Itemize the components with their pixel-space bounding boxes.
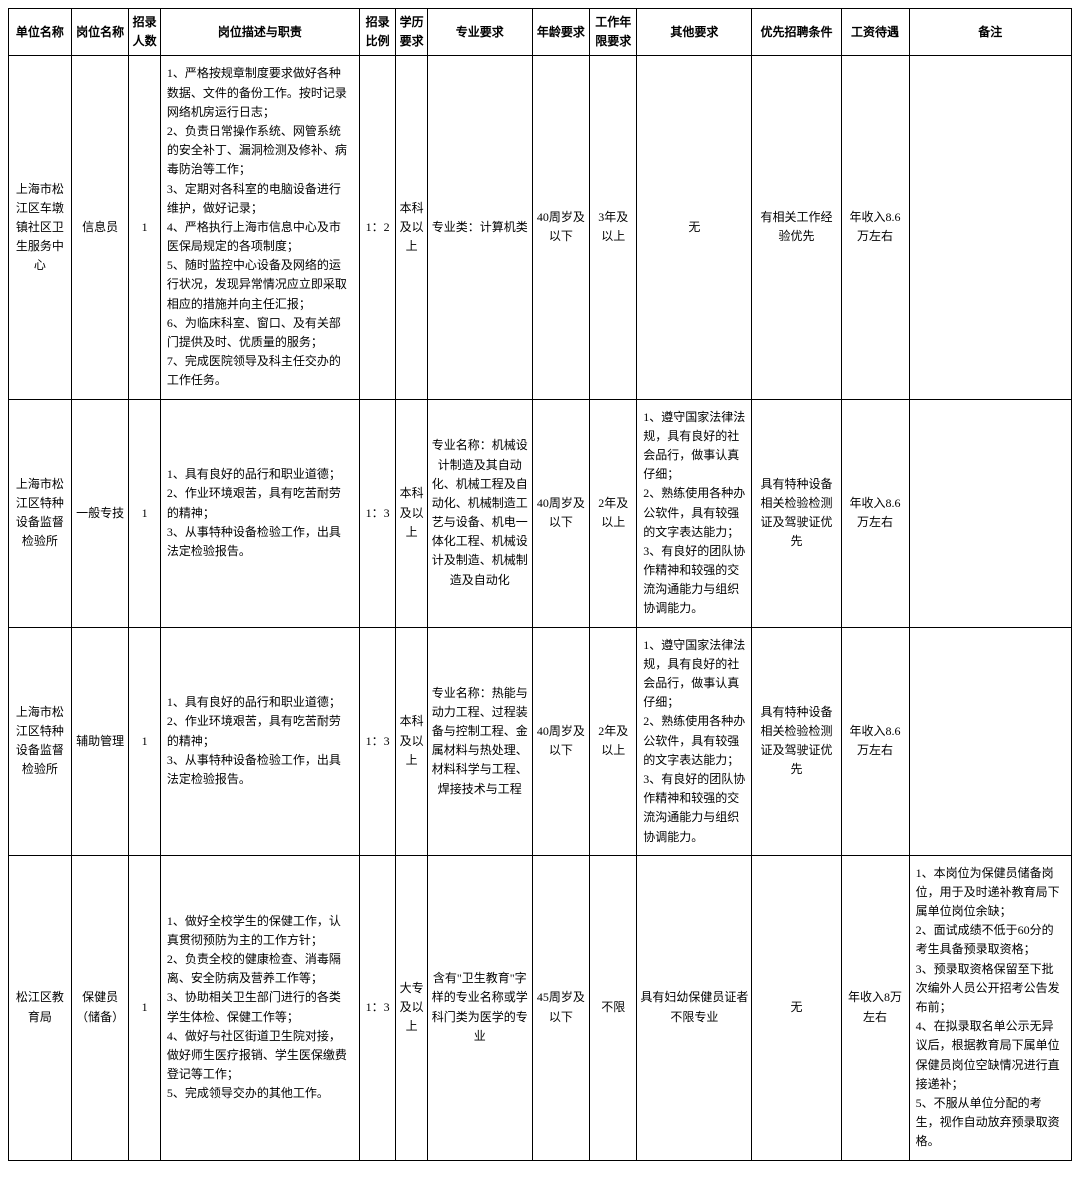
header-remark: 备注 [909, 9, 1071, 56]
cell-post: 保健员（储备） [71, 855, 129, 1160]
cell-exp: 不限 [590, 855, 637, 1160]
cell-age: 40周岁及以下 [532, 627, 590, 855]
cell-post: 辅助管理 [71, 627, 129, 855]
header-ratio: 招录比例 [359, 9, 396, 56]
cell-other: 具有妇幼保健员证者不限专业 [637, 855, 752, 1160]
cell-salary: 年收入8.6万左右 [841, 627, 909, 855]
cell-desc: 1、做好全校学生的保健工作，认真贯彻预防为主的工作方针；2、负责全校的健康检查、… [160, 855, 359, 1160]
cell-unit: 上海市松江区特种设备监督检验所 [9, 627, 72, 855]
cell-ratio: 1：3 [359, 855, 396, 1160]
header-pref: 优先招聘条件 [752, 9, 841, 56]
table-header: 单位名称 岗位名称 招录人数 岗位描述与职责 招录比例 学历要求 专业要求 年龄… [9, 9, 1072, 56]
table-body: 上海市松江区车墩镇社区卫生服务中心信息员11、严格按规章制度要求做好各种数据、文… [9, 56, 1072, 1160]
cell-salary: 年收入8万左右 [841, 855, 909, 1160]
cell-salary: 年收入8.6万左右 [841, 399, 909, 627]
cell-salary: 年收入8.6万左右 [841, 56, 909, 399]
cell-age: 40周岁及以下 [532, 56, 590, 399]
cell-major: 专业类：计算机类 [427, 56, 532, 399]
cell-major: 专业名称：机械设计制造及其自动化、机械工程及自动化、机械制造工艺与设备、机电一体… [427, 399, 532, 627]
cell-pref: 具有特种设备相关检验检测证及驾驶证优先 [752, 627, 841, 855]
cell-exp: 2年及以上 [590, 399, 637, 627]
cell-remark [909, 627, 1071, 855]
header-major: 专业要求 [427, 9, 532, 56]
table-row: 上海市松江区特种设备监督检验所辅助管理11、具有良好的品行和职业道德；2、作业环… [9, 627, 1072, 855]
cell-other: 1、遵守国家法律法规，具有良好的社会品行，做事认真仔细；2、熟练使用各种办公软件… [637, 399, 752, 627]
cell-unit: 上海市松江区车墩镇社区卫生服务中心 [9, 56, 72, 399]
cell-age: 45周岁及以下 [532, 855, 590, 1160]
cell-count: 1 [129, 627, 160, 855]
header-edu: 学历要求 [396, 9, 427, 56]
cell-ratio: 1：2 [359, 56, 396, 399]
cell-other: 无 [637, 56, 752, 399]
cell-edu: 本科及以上 [396, 627, 427, 855]
table-row: 松江区教育局保健员（储备）11、做好全校学生的保健工作，认真贯彻预防为主的工作方… [9, 855, 1072, 1160]
cell-unit: 松江区教育局 [9, 855, 72, 1160]
header-desc: 岗位描述与职责 [160, 9, 359, 56]
cell-major: 含有"卫生教育"字样的专业名称或学科门类为医学的专业 [427, 855, 532, 1160]
header-other: 其他要求 [637, 9, 752, 56]
cell-desc: 1、具有良好的品行和职业道德；2、作业环境艰苦，具有吃苦耐劳的精神；3、从事特种… [160, 627, 359, 855]
cell-remark [909, 56, 1071, 399]
header-salary: 工资待遇 [841, 9, 909, 56]
cell-exp: 3年及以上 [590, 56, 637, 399]
cell-edu: 本科及以上 [396, 399, 427, 627]
cell-desc: 1、具有良好的品行和职业道德；2、作业环境艰苦，具有吃苦耐劳的精神；3、从事特种… [160, 399, 359, 627]
cell-ratio: 1：3 [359, 399, 396, 627]
cell-post: 一般专技 [71, 399, 129, 627]
cell-pref: 具有特种设备相关检验检测证及驾驶证优先 [752, 399, 841, 627]
table-row: 上海市松江区特种设备监督检验所一般专技11、具有良好的品行和职业道德；2、作业环… [9, 399, 1072, 627]
cell-edu: 本科及以上 [396, 56, 427, 399]
header-post: 岗位名称 [71, 9, 129, 56]
cell-major: 专业名称：热能与动力工程、过程装备与控制工程、金属材料与热处理、材料科学与工程、… [427, 627, 532, 855]
cell-desc: 1、严格按规章制度要求做好各种数据、文件的备份工作。按时记录网络机房运行日志；2… [160, 56, 359, 399]
recruitment-table: 单位名称 岗位名称 招录人数 岗位描述与职责 招录比例 学历要求 专业要求 年龄… [8, 8, 1072, 1161]
header-unit: 单位名称 [9, 9, 72, 56]
cell-post: 信息员 [71, 56, 129, 399]
cell-remark [909, 399, 1071, 627]
cell-other: 1、遵守国家法律法规，具有良好的社会品行，做事认真仔细；2、熟练使用各种办公软件… [637, 627, 752, 855]
cell-pref: 有相关工作经验优先 [752, 56, 841, 399]
cell-count: 1 [129, 56, 160, 399]
cell-remark: 1、本岗位为保健员储备岗位，用于及时递补教育局下属单位岗位余缺；2、面试成绩不低… [909, 855, 1071, 1160]
cell-count: 1 [129, 855, 160, 1160]
header-count: 招录人数 [129, 9, 160, 56]
cell-unit: 上海市松江区特种设备监督检验所 [9, 399, 72, 627]
cell-edu: 大专及以上 [396, 855, 427, 1160]
cell-pref: 无 [752, 855, 841, 1160]
table-row: 上海市松江区车墩镇社区卫生服务中心信息员11、严格按规章制度要求做好各种数据、文… [9, 56, 1072, 399]
cell-count: 1 [129, 399, 160, 627]
cell-exp: 2年及以上 [590, 627, 637, 855]
cell-ratio: 1：3 [359, 627, 396, 855]
header-age: 年龄要求 [532, 9, 590, 56]
header-exp: 工作年限要求 [590, 9, 637, 56]
cell-age: 40周岁及以下 [532, 399, 590, 627]
